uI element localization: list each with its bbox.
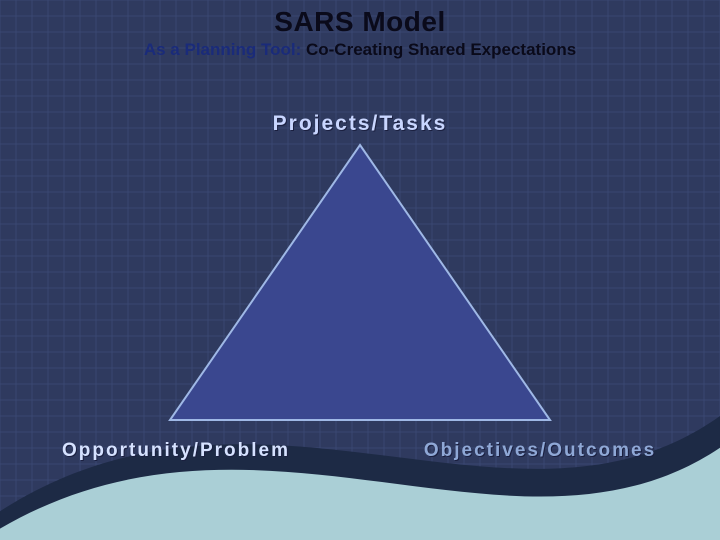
label-top-text: Projects/Tasks: [273, 112, 448, 135]
triangle-shape: [170, 145, 550, 420]
label-right: Objectives/Outcomes: [424, 440, 656, 462]
label-top: Projects/Tasks: [273, 112, 448, 136]
slide-root: SARS Model As a Planning Tool: Co-Creati…: [0, 0, 720, 540]
label-right-text: Objectives/Outcomes: [424, 440, 656, 461]
label-left: Opportunity/Problem: [62, 440, 290, 462]
label-left-text: Opportunity/Problem: [62, 440, 290, 461]
